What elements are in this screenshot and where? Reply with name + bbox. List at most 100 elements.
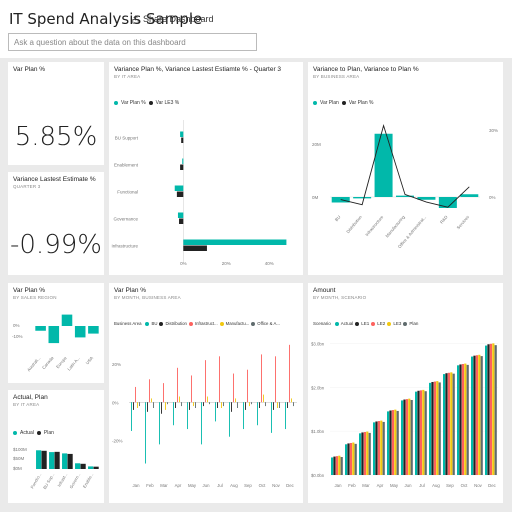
bar	[447, 372, 450, 475]
axis-label: Infrastructure	[364, 214, 384, 237]
bar	[419, 390, 422, 475]
bar	[375, 421, 378, 475]
bar	[88, 466, 94, 469]
bar	[338, 455, 341, 475]
bar	[249, 402, 250, 407]
bar	[417, 197, 436, 200]
axis-label: BU Sup...	[42, 472, 55, 490]
bar	[396, 410, 399, 475]
axis-label: Aug	[432, 483, 440, 488]
bar	[209, 402, 210, 405]
var-plan-month-chart: 20% 0% -20% Jan Feb Mar Apr May Jun Jul Aug Sep Oct N…	[112, 344, 297, 488]
bar	[189, 402, 190, 410]
axis-label: Feb	[348, 483, 356, 488]
var-plan-le-q3-tile[interactable]: Variance Plan %, Variance Lastest Estiam…	[109, 62, 303, 275]
var-to-plan-tile[interactable]: Variance to Plan, Variance to Plan % BY …	[308, 62, 503, 275]
bar	[464, 363, 467, 475]
bar	[135, 386, 136, 403]
tick-label: 20%	[112, 362, 121, 367]
bar	[277, 402, 278, 408]
tile-title: Variance Lastest Estimate %	[13, 176, 96, 183]
tile-subtitle: BY IT AREA	[13, 402, 40, 407]
axis-label: USA	[85, 355, 95, 365]
axis-label: Jan	[335, 483, 343, 488]
bar	[41, 450, 47, 469]
axis-label: Enable...	[82, 472, 95, 489]
var-plan-month-tile[interactable]: Var Plan % BY MONTH, BUSINESS AREA Busin…	[109, 283, 303, 503]
tick-label: 30%	[489, 128, 498, 133]
legend-item: LE1	[361, 321, 370, 326]
legend-swatch	[148, 101, 153, 105]
bar	[352, 442, 355, 475]
axis-label: Oct	[259, 483, 266, 488]
bar	[291, 398, 292, 403]
chart-legend: Business Area BU Distribution Infrastruc…	[114, 321, 280, 326]
tile-subtitle: BY IT AREA	[114, 74, 141, 79]
actual-plan-tile[interactable]: Actual, Plan BY IT AREA Actual Plan $100…	[8, 390, 104, 503]
chart-legend: Var Plan Var Plan %	[313, 100, 373, 106]
bar	[331, 457, 334, 475]
axis-label: Aug	[230, 483, 238, 488]
tick-label: $50M	[13, 456, 25, 461]
axis-label: Jul	[419, 483, 425, 488]
bar	[431, 381, 434, 475]
bar	[389, 410, 392, 475]
axis-label: May	[188, 483, 197, 488]
bar	[237, 402, 238, 408]
bar	[201, 402, 202, 445]
axis-label: Jul	[217, 483, 223, 488]
bar	[159, 402, 160, 445]
axis-label: Jun	[203, 483, 211, 488]
legend-item: Distribution	[165, 321, 187, 326]
bar	[35, 326, 46, 331]
bar	[151, 398, 152, 403]
kpi-var-plan-tile[interactable]: Var Plan % 5.85%	[8, 62, 104, 165]
axis-label: Feb	[146, 483, 154, 488]
share-dashboard-button[interactable]: Share Dashboard	[131, 14, 214, 24]
qa-input[interactable]: Ask a question about the data on this da…	[8, 33, 257, 51]
bar	[181, 402, 182, 407]
kpi-var-le-tile[interactable]: Variance Lastest Estimate % QUARTER 3 -0…	[8, 172, 104, 275]
bar	[429, 382, 432, 475]
share-icon	[132, 14, 139, 23]
bar	[349, 442, 352, 475]
axis-label: Dec	[488, 483, 496, 488]
tick-label: 0%	[489, 195, 496, 200]
tick-label: $3.0bn	[311, 341, 325, 346]
bar	[182, 158, 184, 164]
bar	[345, 444, 348, 475]
axis-label: Apr	[377, 483, 384, 488]
kpi-value: 5.85%	[14, 122, 98, 152]
bar	[403, 399, 406, 475]
bar	[177, 367, 178, 403]
bar	[394, 409, 397, 475]
legend-swatch	[403, 321, 408, 326]
legend-swatch	[159, 321, 164, 326]
legend-swatch	[188, 321, 193, 326]
bar	[485, 345, 488, 475]
bar	[145, 402, 146, 464]
bar	[137, 402, 138, 408]
tick-label: $2.0bn	[311, 385, 325, 390]
bar	[387, 411, 390, 475]
bar	[174, 185, 184, 191]
var-plan-region-tile[interactable]: Var Plan % BY SALES REGION 0% -10% Austral…	[8, 283, 104, 383]
bar	[233, 373, 234, 403]
legend-swatch	[219, 321, 224, 326]
bar	[191, 375, 192, 403]
tick-label: 20M	[312, 142, 321, 147]
tile-title: Variance to Plan, Variance to Plan %	[313, 66, 419, 73]
bar	[176, 191, 184, 197]
bar	[257, 402, 258, 426]
bar	[175, 402, 176, 408]
bar	[183, 245, 207, 251]
bar	[478, 354, 481, 475]
bar	[279, 402, 280, 408]
bar	[243, 402, 244, 430]
bar	[480, 356, 483, 475]
bar	[245, 402, 246, 410]
bar	[271, 402, 272, 433]
amount-tile[interactable]: Amount BY MONTH, SCENARIO Scenario Actua…	[308, 283, 503, 503]
bar	[88, 326, 99, 334]
legend-swatch	[145, 321, 150, 326]
